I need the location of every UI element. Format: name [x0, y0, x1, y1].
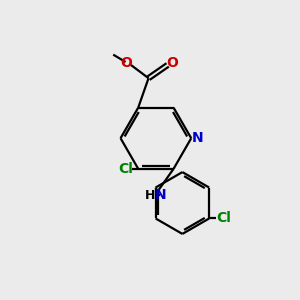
- Text: Cl: Cl: [216, 212, 231, 226]
- Text: N: N: [154, 188, 166, 202]
- Text: O: O: [121, 56, 132, 70]
- Text: O: O: [166, 56, 178, 70]
- Text: Cl: Cl: [118, 162, 133, 176]
- Text: H: H: [145, 189, 155, 202]
- Text: N: N: [192, 131, 203, 145]
